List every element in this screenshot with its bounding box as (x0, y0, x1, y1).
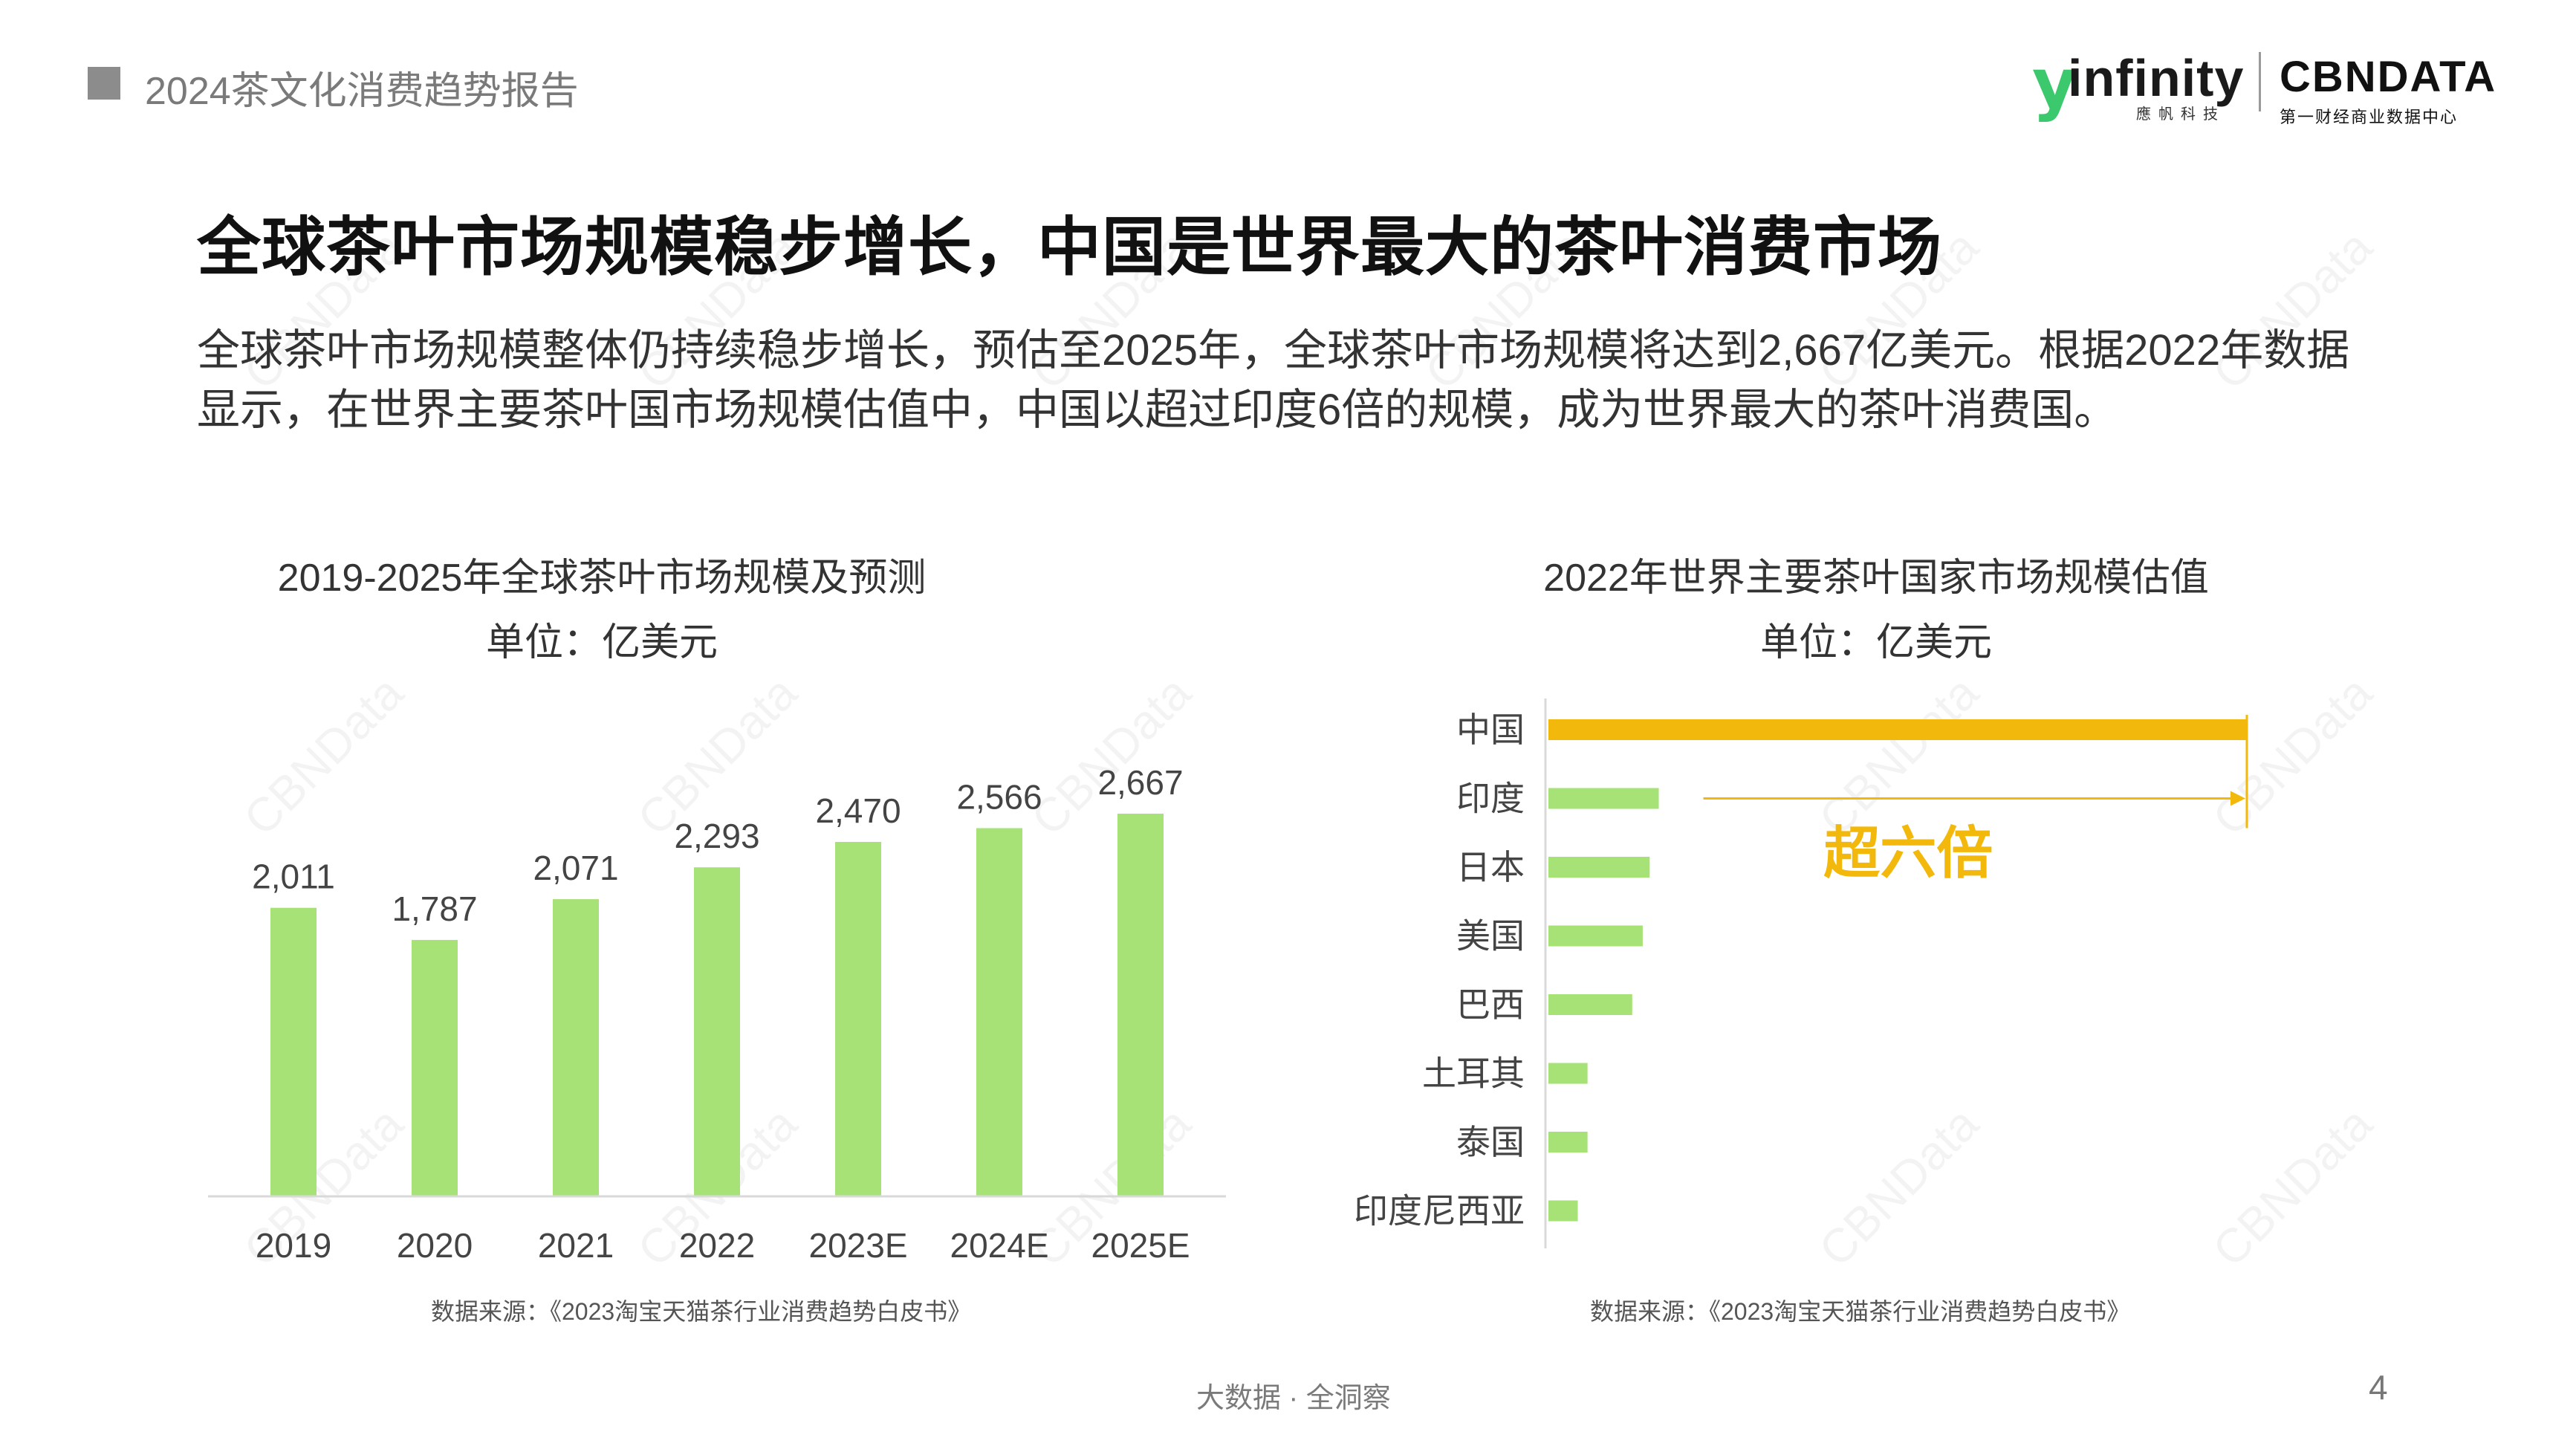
data-label: 2,566 (956, 777, 1042, 816)
y-tick-label: 美国 (1456, 917, 1525, 956)
bar (694, 867, 740, 1196)
bar (835, 842, 881, 1196)
y-tick-label: 印度 (1456, 779, 1525, 818)
intro-paragraph: 全球茶叶市场规模整体仍持续稳步增长，预估至2025年，全球茶叶市场规模将达到2,… (197, 321, 2426, 440)
infinity-logo-subtitle: 應帆科技 (2136, 106, 2225, 123)
cbndata-logo-subtitle: 第一财经商业数据中心 (2280, 108, 2459, 126)
y-tick-label: 土耳其 (1422, 1054, 1525, 1093)
bar (553, 899, 599, 1196)
right-chart-unit: 单位：亿美元 (1759, 621, 1992, 664)
cbndata-logo: CBNDATA 第一财经商业数据中心 (2280, 52, 2502, 126)
intro-line: 显示，在世界主要茶叶国市场规模估值中，中国以超过印度6倍的规模，成为世界最大的茶… (197, 386, 2118, 434)
cbndata-logo-name: CBNDATA (2280, 53, 2497, 101)
bar (412, 939, 458, 1196)
data-label: 2,667 (1097, 763, 1183, 802)
bar (1117, 813, 1164, 1196)
page-number: 4 (2369, 1368, 2388, 1407)
data-label: 2,071 (533, 849, 618, 887)
y-tick-label: 日本 (1456, 848, 1525, 886)
annotation-arrow-head (2231, 791, 2245, 806)
y-tick-label: 印度尼西亚 (1354, 1192, 1525, 1231)
header-square-icon (88, 67, 120, 100)
x-tick-label: 2020 (397, 1226, 473, 1265)
bar (1548, 1063, 1588, 1084)
infinity-logo-name: infinity (2068, 49, 2245, 107)
y-tick-label: 中国 (1456, 710, 1525, 749)
infinity-logo: y infinity 應帆科技 (2032, 44, 2243, 123)
bar (1548, 1132, 1588, 1153)
intro-line: 全球茶叶市场规模整体仍持续稳步增长，预估至2025年，全球茶叶市场规模将达到2,… (197, 326, 2350, 375)
x-tick-label: 2023E (808, 1226, 907, 1265)
y-tick-label: 泰国 (1456, 1123, 1525, 1161)
page-title: 全球茶叶市场规模稳步增长，中国是世界最大的茶叶消费市场 (197, 212, 1942, 283)
left-chart-source: 数据来源：《2023淘宝天猫茶行业消费趋势白皮书》 (431, 1298, 972, 1325)
data-label: 1,787 (392, 889, 477, 928)
x-tick-label: 2019 (256, 1226, 331, 1265)
data-label: 2,293 (674, 817, 759, 855)
bar (1548, 788, 1659, 809)
bar (1548, 994, 1632, 1015)
x-tick-label: 2025E (1091, 1226, 1190, 1265)
bar (1548, 857, 1650, 878)
left-chart-unit: 单位：亿美元 (485, 621, 718, 664)
bar (270, 907, 317, 1196)
report-title: 2024茶文化消费趋势报告 (145, 70, 579, 113)
data-label: 2,011 (252, 858, 335, 896)
right-chart-source: 数据来源：《2023淘宝天猫茶行业消费趋势白皮书》 (1590, 1298, 2131, 1325)
bar (976, 828, 1022, 1196)
x-tick-label: 2024E (950, 1226, 1048, 1265)
y-tick-label: 巴西 (1456, 985, 1525, 1024)
right-chart-title: 2022年世界主要茶叶国家市场规模估值 (1543, 557, 2209, 600)
logo-divider (2259, 52, 2261, 111)
bar (1548, 925, 1643, 947)
bar (1548, 719, 2247, 740)
left-bar-chart: 2,011 2019 1,787 2020 2,071 2021 2,293 2022 2,47… (208, 763, 1226, 1265)
footer-tagline: 大数据 · 全洞察 (1196, 1383, 1391, 1414)
infinity-logo-mark: y (2032, 44, 2077, 123)
left-chart-title: 2019-2025年全球茶叶市场规模及预测 (277, 557, 927, 600)
x-tick-label: 2021 (538, 1226, 614, 1265)
annotation-label: 超六倍 (1823, 823, 1993, 886)
x-tick-label: 2022 (679, 1226, 755, 1265)
data-label: 2,470 (815, 791, 901, 830)
bar (1548, 1200, 1578, 1222)
